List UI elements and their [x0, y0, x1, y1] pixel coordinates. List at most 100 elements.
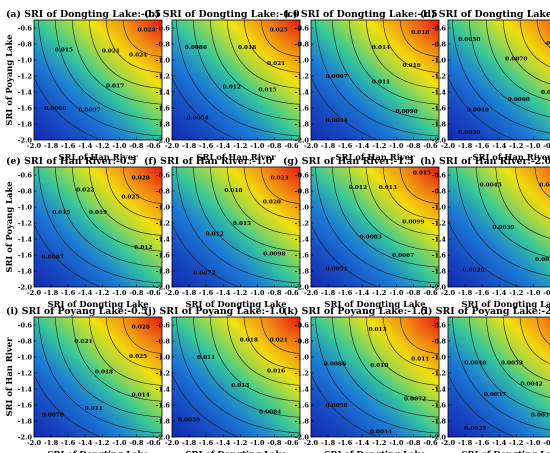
contour-value-label: 0.011 [85, 406, 103, 412]
panel-title: (c) SRI of Dongting Lake:-1.5 [283, 9, 438, 20]
chart-panel: -2.0-1.8-1.6-1.4-1.2-1.0-0.8-0.6-0.6-0.8… [283, 9, 440, 162]
y-tick-label: -1.4 [295, 88, 310, 96]
plot-frame [171, 166, 301, 288]
x-tick-label: -1.8 [182, 289, 197, 297]
contour-line [448, 76, 516, 140]
x-tick-label: -0.6 [423, 289, 438, 297]
contour-line [226, 20, 300, 89]
y-tick-label: -1.6 [18, 251, 33, 259]
chart-panel: -2.0-1.8-1.6-1.4-1.2-1.0-0.8-0.6-0.6-0.8… [4, 306, 163, 453]
contour-value-label: 0.020 [263, 199, 281, 205]
y-tick-label: -1.0 [156, 203, 171, 211]
contour-line [243, 317, 300, 370]
x-tick-label: -0.8 [543, 289, 550, 297]
contour-value-label: 0.0054 [187, 116, 209, 122]
y-tick-label: -0.8 [18, 187, 33, 195]
y-tick-label: -1.0 [18, 353, 33, 361]
contour-value-label: 0.021 [74, 339, 92, 345]
x-tick-label: -1.8 [458, 289, 473, 297]
contour-line [175, 20, 300, 137]
contour-line [71, 167, 162, 252]
y-axis-label: SRI of Han River [4, 337, 14, 417]
chart-panel: -2.0-1.8-1.6-1.4-1.2-1.0-0.8-0.6-0.6-0.8… [283, 156, 440, 309]
contour-line [448, 373, 516, 437]
y-tick-label: -1.0 [295, 353, 310, 361]
x-tick-label: -1.2 [509, 289, 523, 297]
contour-line [122, 167, 162, 204]
x-axis-label: SRI of Dongting Lake [185, 449, 286, 453]
y-tick-label: -1.6 [432, 401, 447, 409]
contour-line [209, 167, 300, 252]
heatmap-cold-corner [34, 317, 162, 437]
contour-value-label: 0.011 [411, 357, 429, 363]
contour-value-label: 0.018 [238, 45, 256, 51]
contour-line [172, 223, 240, 287]
contour-line [519, 317, 550, 365]
y-tick-label: -1.8 [18, 267, 33, 275]
x-tick-label: -1.0 [389, 142, 404, 150]
x-tick-label: -0.8 [406, 289, 421, 297]
x-tick-label: -1.4 [492, 142, 507, 150]
y-tick-label: -1.0 [432, 203, 447, 211]
x-tick-label: -0.6 [284, 289, 299, 297]
contour-value-label: 0.0053 [501, 361, 523, 367]
y-tick-label: -1.2 [18, 369, 32, 377]
x-tick-label: -0.6 [284, 439, 299, 447]
contour-line [172, 76, 240, 140]
contour-value-label: 0.0030 [458, 130, 480, 136]
x-tick-label: -1.2 [372, 142, 386, 150]
y-tick-label: -1.8 [156, 267, 171, 275]
x-tick-label: -1.4 [216, 142, 231, 150]
x-tick-label: -1.2 [372, 289, 386, 297]
y-tick-label: -1.4 [432, 235, 447, 243]
x-tick-label: -1.6 [338, 289, 353, 297]
contour-value-label: 0.011 [197, 355, 215, 361]
contour-line [37, 317, 162, 434]
plot-frame [447, 19, 550, 141]
y-tick-label: -2.0 [18, 283, 33, 291]
contour-value-label: 0.0051 [326, 267, 348, 273]
x-axis-label: SRI of Dongting Lake [461, 299, 550, 309]
contour-line [260, 167, 300, 204]
x-tick-label: -1.2 [95, 289, 109, 297]
x-tick-label: -0.8 [129, 289, 144, 297]
x-tick-label: -1.4 [78, 439, 93, 447]
y-tick-label: -1.6 [18, 401, 33, 409]
contour-value-label: 0.021 [102, 48, 120, 54]
contour-line [502, 317, 550, 382]
contour-value-label: 0.015 [258, 88, 276, 94]
contour-line [54, 167, 162, 268]
contour-value-label: 0.018 [411, 30, 429, 36]
contour-value-label: 0.0042 [521, 381, 543, 387]
contour-value-label: 0.0084 [259, 409, 281, 415]
contour-line [37, 20, 162, 137]
y-tick-label: -1.2 [156, 369, 170, 377]
contour-line [192, 20, 300, 121]
x-tick-label: -2.0 [304, 289, 319, 297]
x-axis-label: SRI of Han River [196, 152, 276, 162]
x-tick-label: -1.0 [112, 289, 127, 297]
x-tick-label: -1.8 [44, 289, 59, 297]
contour-value-label: 0.0045 [480, 183, 502, 189]
y-tick-label: -0.6 [156, 171, 171, 179]
x-tick-label: -1.0 [526, 142, 541, 150]
x-tick-label: -0.8 [543, 142, 550, 150]
y-tick-label: -2.0 [295, 283, 310, 291]
heatmap-cold-corner [172, 20, 300, 140]
y-tick-label: -1.2 [432, 72, 446, 80]
y-tick-label: -1.6 [295, 104, 310, 112]
y-tick-label: -0.6 [156, 24, 171, 32]
x-tick-label: -1.8 [321, 439, 336, 447]
contour-line [314, 167, 439, 284]
contour-value-label: 0.015 [233, 221, 251, 227]
contour-line [495, 167, 550, 239]
contour-line [34, 76, 102, 140]
contour-value-label: 0.0097 [78, 108, 100, 114]
x-tick-label: -1.0 [250, 142, 265, 150]
contour-value-label: 0.028 [132, 325, 150, 331]
contour-line [34, 223, 102, 287]
x-tick-label: -1.6 [338, 439, 353, 447]
y-tick-label: -1.0 [295, 56, 310, 64]
contour-line [382, 20, 439, 73]
